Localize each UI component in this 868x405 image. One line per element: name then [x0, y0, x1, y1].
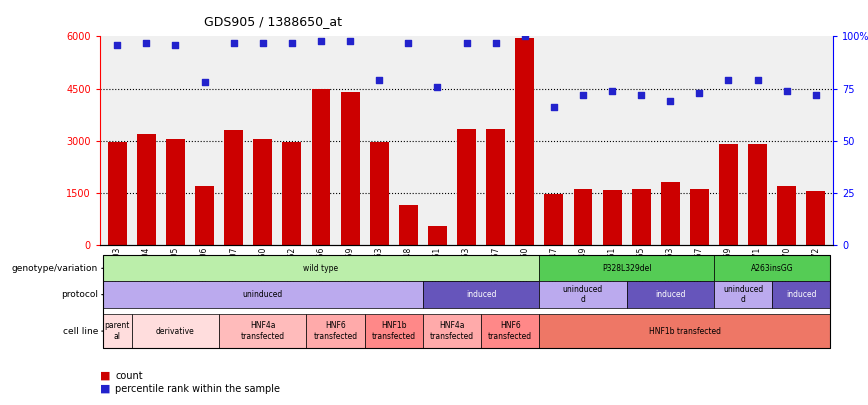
Bar: [632, 190, 651, 245]
Bar: [370, 143, 389, 245]
Point: [459, 39, 473, 46]
Point: [635, 92, 648, 98]
Text: uninduced
d: uninduced d: [562, 285, 603, 304]
Bar: [340, 92, 359, 245]
Bar: [719, 144, 738, 245]
Point: [693, 90, 707, 96]
Text: wild type: wild type: [304, 264, 339, 273]
Text: induced: induced: [466, 290, 496, 299]
Text: induced: induced: [786, 290, 817, 299]
Point: [576, 92, 590, 98]
Point: [168, 42, 182, 48]
Text: ■: ■: [100, 371, 110, 381]
Bar: [486, 128, 505, 245]
Point: [285, 39, 299, 46]
Text: parent
al: parent al: [105, 322, 130, 341]
Point: [256, 39, 270, 46]
Point: [227, 39, 240, 46]
Bar: [137, 134, 156, 245]
Point: [314, 37, 328, 44]
Bar: [195, 186, 214, 245]
Point: [372, 77, 386, 83]
Text: percentile rank within the sample: percentile rank within the sample: [115, 384, 280, 394]
Point: [343, 37, 357, 44]
Bar: [166, 139, 185, 245]
Text: A263insGG: A263insGG: [751, 264, 793, 273]
Bar: [224, 130, 243, 245]
Text: cell line: cell line: [62, 326, 98, 336]
Text: protocol: protocol: [61, 290, 98, 299]
Bar: [428, 226, 447, 245]
Point: [547, 104, 561, 111]
Point: [751, 77, 765, 83]
Point: [401, 39, 415, 46]
Bar: [312, 89, 331, 245]
Text: derivative: derivative: [156, 326, 195, 336]
Point: [779, 87, 793, 94]
Text: genotype/variation: genotype/variation: [12, 264, 98, 273]
Bar: [253, 139, 273, 245]
Text: induced: induced: [655, 290, 686, 299]
Bar: [690, 190, 709, 245]
Text: ■: ■: [100, 384, 110, 394]
Point: [663, 98, 677, 104]
Text: count: count: [115, 371, 143, 381]
Bar: [777, 186, 796, 245]
Text: HNF4a
transfected: HNF4a transfected: [430, 322, 474, 341]
Bar: [574, 190, 593, 245]
Point: [518, 33, 532, 40]
Text: HNF6
transfected: HNF6 transfected: [313, 322, 358, 341]
Text: HNF1b
transfected: HNF1b transfected: [372, 322, 416, 341]
Point: [140, 39, 154, 46]
Text: HNF6
transfected: HNF6 transfected: [488, 322, 532, 341]
Bar: [544, 194, 563, 245]
Point: [809, 92, 823, 98]
Point: [198, 79, 212, 85]
Bar: [108, 143, 127, 245]
Point: [605, 87, 619, 94]
Point: [431, 83, 444, 90]
Point: [721, 77, 735, 83]
Bar: [399, 205, 418, 245]
Bar: [516, 38, 534, 245]
Point: [489, 39, 503, 46]
Text: P328L329del: P328L329del: [602, 264, 651, 273]
Point: [110, 42, 124, 48]
Text: uninduced: uninduced: [243, 290, 283, 299]
Text: uninduced
d: uninduced d: [723, 285, 763, 304]
Text: HNF1b transfected: HNF1b transfected: [649, 326, 720, 336]
Bar: [602, 190, 621, 245]
Bar: [806, 191, 825, 245]
Text: GDS905 / 1388650_at: GDS905 / 1388650_at: [204, 15, 342, 28]
Bar: [282, 143, 301, 245]
Bar: [457, 128, 476, 245]
Bar: [748, 143, 767, 245]
Bar: [661, 182, 680, 245]
Text: HNF4a
transfected: HNF4a transfected: [240, 322, 285, 341]
